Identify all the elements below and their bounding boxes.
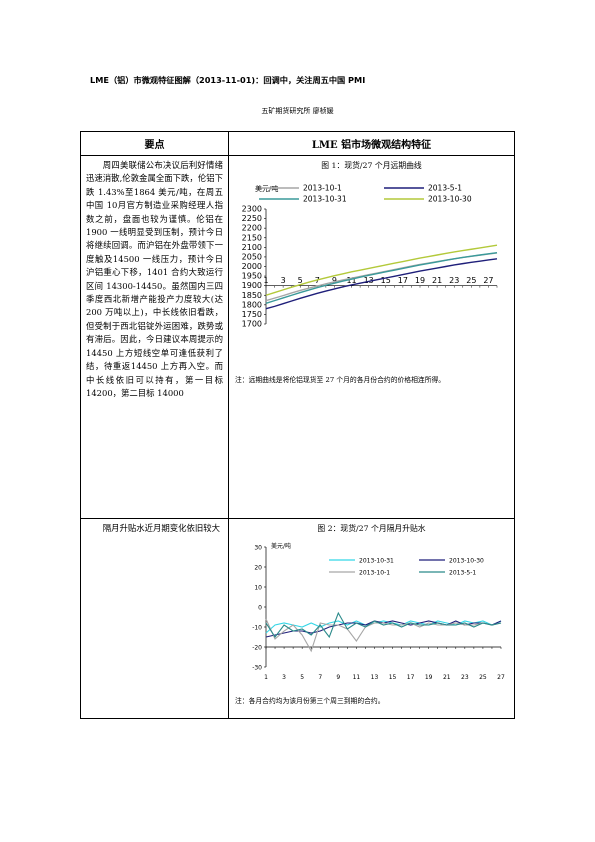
legend-label: 2013-10-1 — [303, 184, 342, 193]
x-tick-label: 11 — [353, 674, 361, 681]
x-tick-label: 27 — [483, 276, 493, 285]
series-line — [265, 244, 498, 296]
x-tick-label: 25 — [479, 674, 487, 681]
y-tick-label: -10 — [252, 625, 262, 632]
x-tick-label: 19 — [425, 674, 433, 681]
x-tick-label: 15 — [381, 276, 391, 285]
x-tick-label: 27 — [497, 674, 505, 681]
x-tick-label: 23 — [449, 276, 459, 285]
x-tick-label: 9 — [332, 276, 337, 285]
x-tick-label: 21 — [443, 674, 451, 681]
y-tick-label: 1800 — [242, 300, 262, 309]
x-tick-label: 19 — [415, 276, 425, 285]
y-tick-label: 1900 — [242, 281, 262, 290]
series-line — [265, 620, 502, 634]
x-tick-label: 7 — [318, 674, 322, 681]
chart2-title: 图 2：现货/27 个月隔月升贴水 — [317, 524, 426, 533]
chart2-cell: 图 2：现货/27 个月隔月升贴水 -30 -20 -10 0 10 20 30 1 3 5 7 9 1… — [228, 518, 515, 719]
column-header-market-structure: LME 铝市场微观结构特征 — [228, 131, 515, 156]
legend-label: 2013-5-1 — [428, 184, 462, 193]
row2-text-cell: 隔月升贴水近月期变化依旧较大 — [80, 518, 229, 719]
y-tick-label: 2050 — [242, 252, 262, 261]
row1-text-cell: 周四美联储公布决议后利好情绪迅速消散,伦敦金属全面下跌，伦铝下跌 1.43%至1… — [80, 155, 229, 519]
series-line — [265, 611, 502, 639]
series-line — [265, 618, 502, 653]
legend-label: 2013-10-31 — [303, 195, 347, 204]
y-tick-label: 2100 — [242, 243, 262, 252]
x-tick-label: 3 — [282, 674, 286, 681]
legend-label: 2013-10-1 — [359, 570, 390, 577]
y-tick-label: 1950 — [242, 272, 262, 281]
x-tick-label: 15 — [389, 674, 397, 681]
x-tick-label: 5 — [300, 674, 304, 681]
y-tick-label: 2000 — [242, 262, 262, 271]
x-tick-label: 1 — [264, 674, 268, 681]
y-tick-label: 2300 — [242, 205, 262, 214]
x-tick-label: 23 — [461, 674, 469, 681]
x-tick-label: 5 — [298, 276, 303, 285]
x-tick-label: 13 — [364, 276, 374, 285]
x-tick-label: 17 — [398, 276, 408, 285]
x-tick-label: 25 — [466, 276, 476, 285]
x-tick-label: 9 — [336, 674, 340, 681]
y-tick-label: 1850 — [242, 291, 262, 300]
row1-text: 周四美联储公布决议后利好情绪迅速消散,伦敦金属全面下跌，伦铝下跌 1.43%至1… — [86, 160, 223, 398]
y-tick-label: 2200 — [242, 224, 262, 233]
analysis-table: 要点 LME 铝市场微观结构特征 周四美联储公布决议后利好情绪迅速消散,伦敦金属… — [80, 131, 515, 719]
x-tick-label: 3 — [281, 276, 286, 285]
x-tick-label: 13 — [371, 674, 379, 681]
y-tick-label: 1700 — [242, 320, 262, 329]
legend-label: 2013-10-31 — [359, 558, 394, 565]
chart1-title: 图 1：现货/27 个月远期曲线 — [321, 161, 422, 170]
chart1-cell: 图 1：现货/27 个月远期曲线 1700 1750 1800 1850 1900 195… — [228, 155, 515, 519]
y-axis-label: 美元/吨 — [271, 542, 291, 550]
y-tick-label: 2250 — [242, 214, 262, 223]
x-tick-label: 17 — [407, 674, 415, 681]
y-tick-label: 2150 — [242, 233, 262, 242]
page-title: LME（铝）市微观特征图解（2013-11-01)：回调中，关注周五中国 PMI — [90, 75, 366, 85]
series-line — [265, 258, 498, 310]
y-tick-label: 10 — [254, 585, 262, 592]
legend-label: 2013-10-30 — [449, 558, 484, 565]
x-tick-label: 11 — [346, 276, 356, 285]
y-tick-label: 20 — [254, 565, 262, 572]
y-tick-label: 1750 — [242, 310, 262, 319]
chart1-svg: 1700175018001850190019502000205021002150… — [242, 184, 498, 329]
chart1-note: 注：远期曲线是将伦铝现货至 27 个月的各月份合约的价格相连所得。 — [235, 376, 446, 384]
x-tick-label: 21 — [432, 276, 442, 285]
column-header-key-points: 要点 — [80, 131, 229, 156]
author-line: 五矿期货研究所 廖桢媛 — [261, 107, 334, 115]
row2-text: 隔月升贴水近月期变化依旧较大 — [102, 523, 221, 533]
y-tick-label: -20 — [252, 645, 262, 652]
series-line — [265, 252, 498, 304]
legend-label: 2013-10-30 — [428, 195, 472, 204]
y-tick-label: 0 — [258, 605, 262, 612]
x-tick-label: 1 — [263, 276, 268, 285]
y-tick-label: 30 — [254, 545, 262, 552]
chart2-note: 注：各月合约均为该月份第三个周三到期的合约。 — [235, 697, 385, 705]
y-tick-label: -30 — [252, 665, 262, 672]
legend-label: 2013-5-1 — [449, 570, 476, 577]
